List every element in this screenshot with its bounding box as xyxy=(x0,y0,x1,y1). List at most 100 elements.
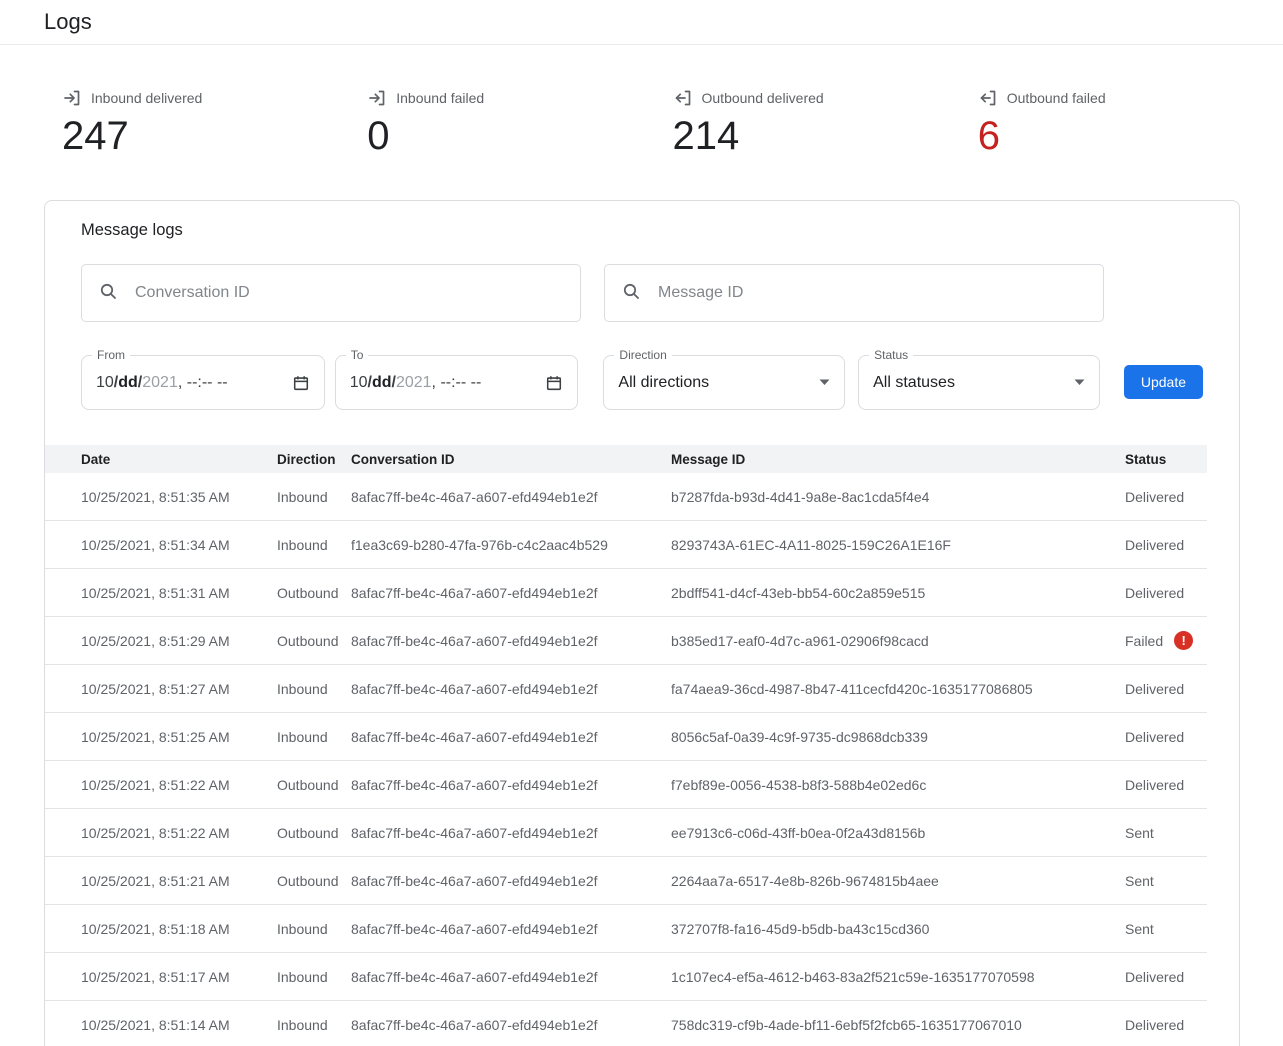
column-header-conversation-id: Conversation ID xyxy=(351,451,455,467)
cell-date: 10/25/2021, 8:51:14 AM xyxy=(81,1016,230,1033)
cell-direction: Outbound xyxy=(277,776,339,793)
search-row xyxy=(81,264,1203,322)
cell-status: Delivered xyxy=(1125,681,1207,697)
to-date-value[interactable]: 10/dd/2021, --:-- -- xyxy=(349,373,482,391)
status-text: Failed xyxy=(1125,632,1164,649)
cell-message-id: ee7913c6-c06d-43ff-b0ea-0f2a43d8156b xyxy=(671,824,926,841)
conversation-id-search[interactable] xyxy=(81,264,581,322)
status-text: Delivered xyxy=(1125,776,1185,793)
cell-direction: Outbound xyxy=(277,872,339,889)
cell-date: 10/25/2021, 8:51:27 AM xyxy=(81,680,230,697)
status-text: Delivered xyxy=(1125,536,1185,553)
cell-date: 10/25/2021, 8:51:34 AM xyxy=(81,536,230,553)
cell-direction: Inbound xyxy=(277,1016,328,1033)
status-text: Delivered xyxy=(1125,488,1185,505)
card-title: Message logs xyxy=(81,221,183,239)
cell-date: 10/25/2021, 8:51:31 AM xyxy=(81,584,230,601)
calendar-icon[interactable] xyxy=(545,374,563,392)
message-id-input[interactable] xyxy=(658,284,1087,302)
page-title: Logs xyxy=(44,9,92,34)
cell-message-id: 1c107ec4-ef5a-4612-b463-83a2f521c59e-163… xyxy=(671,968,1035,985)
inbound-icon xyxy=(367,88,387,108)
stat-value: 247 xyxy=(62,114,129,158)
cell-message-id: 2bdff541-d4cf-43eb-bb54-60c2a859e515 xyxy=(671,584,926,601)
chevron-down-icon xyxy=(819,379,830,386)
from-date-field[interactable]: From 10/dd/2021, --:-- -- xyxy=(81,348,325,410)
cell-direction: Inbound xyxy=(277,968,328,985)
cell-date: 10/25/2021, 8:51:29 AM xyxy=(81,632,230,649)
stat-label: Outbound failed xyxy=(1006,90,1106,106)
table-row: 10/25/2021, 8:51:29 AM Outbound 8afac7ff… xyxy=(45,617,1207,665)
cell-status: Delivered xyxy=(1125,1017,1207,1033)
outbound-icon xyxy=(673,88,693,108)
direction-select[interactable]: Direction All directions xyxy=(603,348,846,410)
cell-date: 10/25/2021, 8:51:17 AM xyxy=(81,968,230,985)
to-label: To xyxy=(345,348,369,363)
column-header-date: Date xyxy=(81,451,111,467)
stat-label: Inbound failed xyxy=(396,90,485,106)
cell-direction: Outbound xyxy=(277,632,339,649)
stat-outbound-delivered: Outbound delivered 214 xyxy=(673,88,978,160)
table-row: 10/25/2021, 8:51:17 AM Inbound 8afac7ff-… xyxy=(45,953,1207,1001)
cell-status: Sent xyxy=(1125,921,1207,937)
stat-outbound-failed: Outbound failed 6 xyxy=(978,88,1283,160)
column-header-message-id: Message ID xyxy=(671,451,746,467)
to-date-field[interactable]: To 10/dd/2021, --:-- -- xyxy=(334,348,579,410)
cell-direction: Outbound xyxy=(277,824,339,841)
cell-message-id: 8293743A-61EC-4A11-8025-159C26A1E16F xyxy=(671,536,951,553)
stat-label: Inbound delivered xyxy=(91,90,203,106)
status-text: Delivered xyxy=(1125,584,1185,601)
search-icon xyxy=(98,281,118,306)
status-text: Delivered xyxy=(1125,728,1185,745)
message-logs-card: Message logs From 10/dd/2021, --:-- -- T… xyxy=(44,200,1240,1046)
chevron-down-icon xyxy=(1074,379,1085,386)
cell-status: Delivered xyxy=(1125,777,1207,793)
table-row: 10/25/2021, 8:51:18 AM Inbound 8afac7ff-… xyxy=(45,905,1207,953)
failed-icon: ! xyxy=(1174,631,1194,650)
cell-status: Delivered xyxy=(1125,969,1207,985)
filter-row: From 10/dd/2021, --:-- -- To 10/dd/2021,… xyxy=(81,348,1203,410)
search-icon xyxy=(621,281,641,306)
cell-message-id: b7287fda-b93d-4d41-9a8e-8ac1cda5f4e4 xyxy=(671,488,930,505)
cell-status: Delivered xyxy=(1125,729,1207,745)
cell-message-id: f7ebf89e-0056-4538-b8f3-588b4e02ed6c xyxy=(671,776,927,793)
cell-direction: Inbound xyxy=(277,536,328,553)
cell-conversation-id: f1ea3c69-b280-47fa-976b-c4c2aac4b529 xyxy=(351,536,608,553)
update-button[interactable]: Update xyxy=(1123,365,1203,399)
cell-conversation-id: 8afac7ff-be4c-46a7-a607-efd494eb1e2f xyxy=(351,728,598,745)
status-label: Status xyxy=(869,348,914,363)
cell-message-id: 8056c5af-0a39-4c9f-9735-dc9868dcb339 xyxy=(671,728,928,745)
inbound-icon xyxy=(62,88,82,108)
cell-conversation-id: 8afac7ff-be4c-46a7-a607-efd494eb1e2f xyxy=(351,680,598,697)
direction-value: All directions xyxy=(618,373,710,391)
stat-inbound-delivered: Inbound delivered 247 xyxy=(62,88,367,160)
cell-status: Delivered xyxy=(1125,489,1207,505)
status-select[interactable]: Status All statuses xyxy=(858,348,1100,410)
cell-conversation-id: 8afac7ff-be4c-46a7-a607-efd494eb1e2f xyxy=(351,920,598,937)
from-date-value[interactable]: 10/dd/2021, --:-- -- xyxy=(96,373,228,391)
cell-message-id: fa74aea9-36cd-4987-8b47-411cecfd420c-163… xyxy=(671,680,1033,697)
cell-date: 10/25/2021, 8:51:22 AM xyxy=(81,824,230,841)
cell-conversation-id: 8afac7ff-be4c-46a7-a607-efd494eb1e2f xyxy=(351,584,598,601)
from-label: From xyxy=(92,348,130,363)
cell-status: Delivered xyxy=(1125,585,1207,601)
conversation-id-input[interactable] xyxy=(135,284,564,302)
message-id-search[interactable] xyxy=(604,264,1104,322)
calendar-icon[interactable] xyxy=(292,374,310,392)
stats-row: Inbound delivered 247 Inbound failed 0 O… xyxy=(0,45,1283,160)
message-logs-table: Date Direction Conversation ID Message I… xyxy=(45,445,1207,1046)
cell-direction: Inbound xyxy=(277,680,328,697)
cell-message-id: b385ed17-eaf0-4d7c-a961-02906f98cacd xyxy=(671,632,929,649)
column-header-status: Status xyxy=(1125,451,1167,467)
direction-label: Direction xyxy=(614,348,672,363)
cell-direction: Inbound xyxy=(277,728,328,745)
stat-value: 214 xyxy=(672,114,740,158)
cell-conversation-id: 8afac7ff-be4c-46a7-a607-efd494eb1e2f xyxy=(351,872,598,889)
table-header-row: Date Direction Conversation ID Message I… xyxy=(45,445,1207,473)
cell-status: Sent xyxy=(1125,873,1207,889)
table-row: 10/25/2021, 8:51:35 AM Inbound 8afac7ff-… xyxy=(45,473,1207,521)
stat-inbound-failed: Inbound failed 0 xyxy=(367,88,672,160)
cell-date: 10/25/2021, 8:51:18 AM xyxy=(81,920,230,937)
stat-value: 0 xyxy=(367,114,390,158)
cell-conversation-id: 8afac7ff-be4c-46a7-a607-efd494eb1e2f xyxy=(351,776,598,793)
